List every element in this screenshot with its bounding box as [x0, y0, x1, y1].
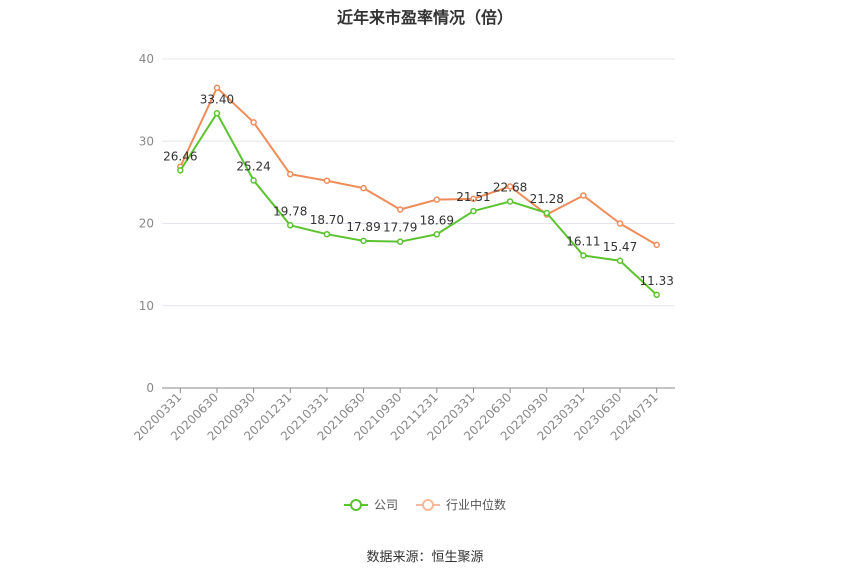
company-series-line: [179, 112, 658, 296]
industry-median-data-point: [250, 119, 257, 126]
company-data-point: [433, 231, 441, 238]
company-data-point: [616, 257, 624, 265]
industry-median-data-point: [213, 84, 221, 92]
industry-median-data-point: [396, 206, 404, 213]
company-data-point: [580, 252, 587, 259]
company-data-point: [360, 237, 367, 245]
grid-lines: [162, 58, 675, 307]
company-value-label: 11.33: [639, 274, 673, 288]
legend-industry-marker-icon: [416, 498, 440, 511]
y-tick-label: 10: [139, 299, 154, 313]
series: [177, 84, 660, 299]
industry-median-data-point: [433, 196, 441, 203]
company-value-label: 25.24: [236, 159, 270, 173]
company-data-point: [213, 110, 221, 117]
company-value-label: 16.11: [566, 234, 600, 248]
company-value-label: 18.70: [310, 213, 344, 227]
legend-item-company[interactable]: 公司: [343, 496, 398, 513]
company-value-label: 17.79: [383, 221, 417, 235]
company-data-point: [653, 291, 660, 299]
industry-median-data-point: [323, 177, 331, 184]
chart-title: 近年来市盈率情况（倍）: [336, 8, 513, 27]
company-data-point: [506, 198, 514, 205]
source-note: 数据来源：恒生聚源: [366, 550, 484, 565]
company-value-label: 17.89: [346, 220, 380, 234]
industry-median-data-point: [360, 184, 367, 192]
y-tick-label: 20: [139, 217, 154, 231]
company-data-point: [323, 230, 331, 238]
company-data-point: [543, 209, 550, 217]
company-value-label: 19.78: [273, 204, 307, 218]
company-data-point: [396, 238, 404, 245]
y-tick-label: 0: [146, 381, 154, 395]
legend-company-label: 公司: [373, 498, 398, 512]
industry-median-data-point: [470, 195, 477, 203]
industry-median-data-point: [653, 241, 660, 249]
company-value-label: 21.51: [456, 190, 490, 204]
legend-item-industry-median[interactable]: 行业中位数: [416, 496, 506, 513]
legend-industry-label: 行业中位数: [446, 498, 507, 512]
industry-median-data-point: [287, 170, 294, 178]
y-tick-label: 40: [139, 52, 154, 66]
legend-company-marker-icon: [343, 498, 368, 511]
y-tick-label: 30: [139, 134, 154, 148]
company-value-label: 33.40: [200, 92, 234, 106]
company-data-point: [287, 222, 294, 229]
industry-median-data-point: [616, 220, 624, 227]
company-data-point: [470, 207, 477, 215]
company-value-label: 21.28: [530, 192, 564, 206]
industry-median-data-point: [506, 183, 514, 190]
industry-median-series-line: [179, 86, 658, 246]
industry-median-data-point: [580, 192, 587, 199]
company-data-point: [177, 167, 184, 174]
company-value-label: 15.47: [603, 240, 637, 254]
company-value-label: 18.69: [420, 213, 454, 227]
company-value-label: 22.68: [493, 180, 527, 194]
company-value-label: 26.46: [163, 149, 197, 163]
company-data-point: [250, 177, 257, 184]
legend: 公司 行业中位数: [0, 496, 850, 513]
